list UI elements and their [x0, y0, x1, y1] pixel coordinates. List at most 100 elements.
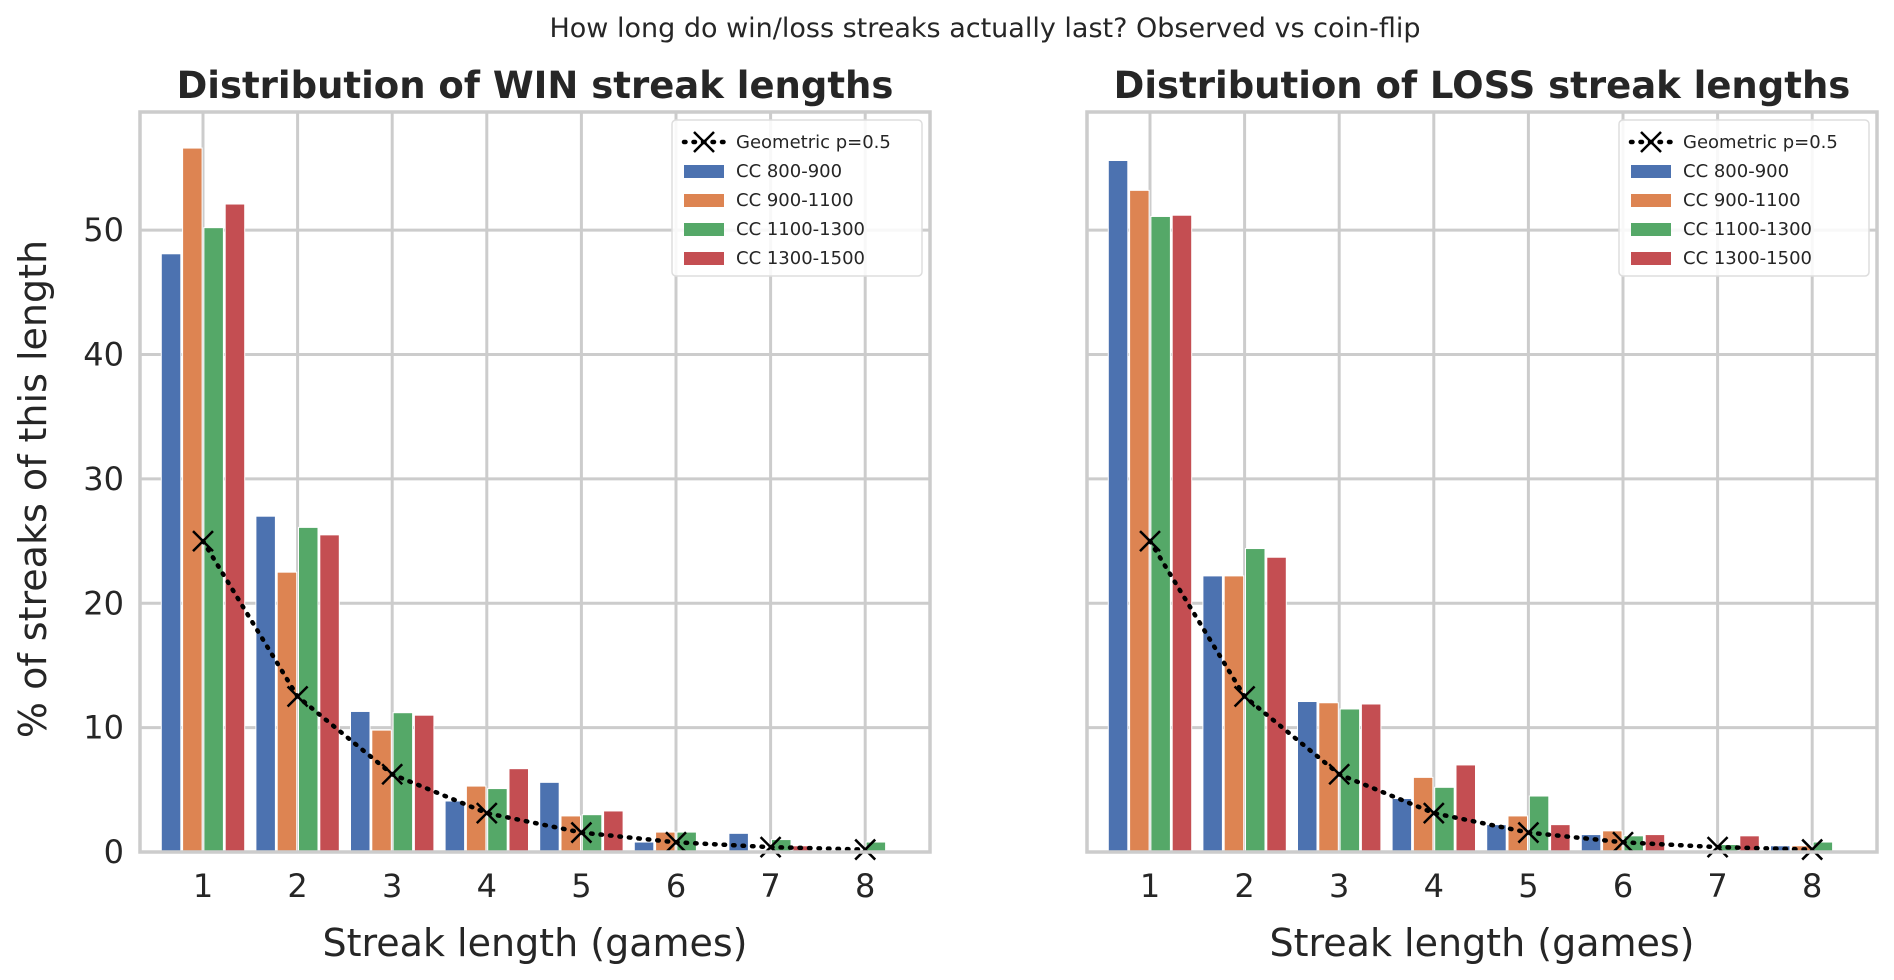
win-x-tick-label: 1: [193, 867, 213, 905]
win-x-tick-label: 3: [382, 867, 402, 905]
win-geometric-marker: [759, 836, 782, 859]
win-bar-cc-900-1100-len-5: [560, 815, 581, 853]
win-bar-cc-1300-1500-len-1: [224, 203, 246, 853]
win-x-tick-label: 4: [477, 867, 497, 905]
legend-swatch: [684, 223, 724, 236]
win-geometric-marker: [665, 831, 687, 854]
loss-bar-cc-1300-1500-len-2: [1266, 556, 1287, 853]
loss-bar-cc-1100-1300-len-1: [1150, 215, 1171, 853]
win-bar-cc-1300-1500-len-4: [508, 768, 529, 853]
legend-label: CC 1100-1300: [1683, 219, 1812, 240]
loss-geometric-marker: [1706, 836, 1729, 859]
loss-bar-cc-1300-1500-len-1: [1171, 214, 1193, 853]
legend-swatch: [1631, 165, 1671, 178]
loss-streak-panel: Distribution of LOSS streak lengths Stre…: [1085, 64, 1879, 965]
legend-label: CC 800-900: [736, 161, 842, 182]
legend-swatch: [1631, 194, 1671, 207]
legend-swatch: [1631, 223, 1671, 236]
legend-label: Geometric p=0.5: [1683, 132, 1838, 153]
y-tick-label: 20: [83, 584, 124, 622]
win-x-tick-label: 6: [666, 867, 686, 905]
legend-geometric-marker: [1640, 131, 1662, 153]
loss-bar-cc-800-900-len-3: [1297, 701, 1318, 853]
loss-panel-x-axis-label: Streak length (games): [1269, 921, 1694, 965]
y-axis-label: % of streaks of this length: [11, 240, 55, 738]
loss-panel-title: Distribution of LOSS streak lengths: [1114, 64, 1851, 107]
legend-label: CC 900-1100: [736, 190, 854, 211]
win-geometric-marker: [286, 685, 309, 708]
win-bar-cc-800-900-len-1: [160, 253, 182, 853]
loss-bar-cc-900-1100-len-1: [1129, 189, 1150, 853]
legend-label: Geometric p=0.5: [736, 132, 891, 153]
win-x-tick-label: 8: [855, 867, 875, 905]
win-x-tick-label: 7: [760, 867, 780, 905]
loss-bar-cc-1300-1500-len-3: [1360, 703, 1382, 853]
win-bar-cc-900-1100-len-1: [182, 147, 203, 853]
legend-swatch: [684, 165, 724, 178]
legend-geometric-marker: [693, 131, 715, 153]
win-geometric-marker: [570, 821, 593, 844]
legend-swatch: [684, 252, 724, 265]
loss-x-tick-label: 5: [1518, 867, 1538, 905]
win-bar-cc-800-900-len-2: [255, 515, 276, 853]
legend-label: CC 1300-1500: [736, 248, 865, 269]
win-bar-cc-1300-1500-len-2: [319, 534, 340, 853]
loss-geometric-marker: [1233, 685, 1256, 708]
loss-bar-cc-900-1100-len-4: [1412, 776, 1434, 853]
loss-bar-cc-1300-1500-len-4: [1455, 764, 1476, 853]
loss-x-tick-label: 1: [1140, 867, 1160, 905]
win-geometric-marker: [854, 838, 877, 861]
win-bar-cc-1100-1300-len-1: [203, 227, 224, 853]
loss-x-tick-label: 2: [1234, 867, 1254, 905]
loss-legend: Geometric p=0.5 CC 800-900 CC 900-1100 CC 1…: [1618, 119, 1870, 277]
y-tick-label: 10: [83, 709, 124, 747]
win-panel-title: Distribution of WIN streak lengths: [177, 64, 894, 107]
win-geometric-line: [200, 538, 868, 852]
legend-swatch: [684, 194, 724, 207]
legend-label: CC 1100-1300: [736, 219, 865, 240]
win-x-tick-label: 2: [287, 867, 307, 905]
legend-label: CC 900-1100: [1683, 190, 1801, 211]
figure-suptitle: How long do win/loss streaks actually la…: [549, 13, 1420, 44]
win-bar-cc-800-900-len-4: [444, 800, 466, 853]
loss-geometric-marker: [1422, 802, 1445, 825]
legend-swatch: [1631, 252, 1671, 265]
win-bar-cc-900-1100-len-4: [465, 785, 487, 853]
win-bar-cc-800-900-len-5: [539, 781, 560, 853]
win-bar-cc-900-1100-len-3: [371, 729, 392, 853]
win-bar-cc-1100-1300-len-2: [298, 526, 319, 853]
loss-geometric-marker: [1612, 831, 1634, 854]
win-bar-cc-1300-1500-len-5: [603, 810, 624, 853]
loss-geometric-marker: [1328, 763, 1351, 786]
win-bar-cc-900-1100-len-2: [276, 571, 298, 853]
win-streak-panel: Distribution of WIN streak lengths Strea…: [83, 64, 932, 965]
loss-bar-cc-800-900-len-2: [1202, 575, 1223, 853]
loss-x-tick-label: 8: [1802, 867, 1822, 905]
loss-bar-cc-1100-1300-len-4: [1434, 786, 1455, 853]
win-geometric-marker: [475, 802, 498, 825]
win-bar-cc-800-900-len-3: [350, 710, 371, 853]
loss-x-tick-label: 4: [1424, 867, 1444, 905]
y-tick-label: 40: [83, 336, 124, 374]
win-geometric-marker: [192, 530, 214, 552]
win-panel-x-axis-label: Streak length (games): [322, 921, 747, 965]
loss-geometric-marker: [1801, 838, 1824, 861]
y-tick-label: 50: [83, 211, 124, 249]
legend-label: CC 1300-1500: [1683, 248, 1812, 269]
loss-geometric-line: [1147, 538, 1815, 852]
y-tick-label: 30: [83, 460, 124, 498]
loss-axes-frame: [1085, 110, 1879, 854]
loss-geometric-marker: [1139, 530, 1161, 552]
y-tick-label: 0: [104, 833, 124, 871]
win-x-tick-label: 5: [571, 867, 591, 905]
legend-label: CC 800-900: [1683, 161, 1789, 182]
win-bar-cc-800-900-len-7: [728, 832, 749, 853]
loss-bar-cc-1100-1300-len-5: [1528, 795, 1550, 853]
win-legend: Geometric p=0.5 CC 800-900 CC 900-1100 CC 1…: [671, 119, 923, 277]
loss-bar-cc-800-900-len-4: [1391, 798, 1413, 853]
loss-bar-cc-900-1100-len-5: [1507, 815, 1528, 853]
loss-bar-cc-900-1100-len-2: [1223, 575, 1245, 853]
loss-geometric-marker: [1517, 821, 1540, 844]
loss-x-tick-label: 6: [1613, 867, 1633, 905]
